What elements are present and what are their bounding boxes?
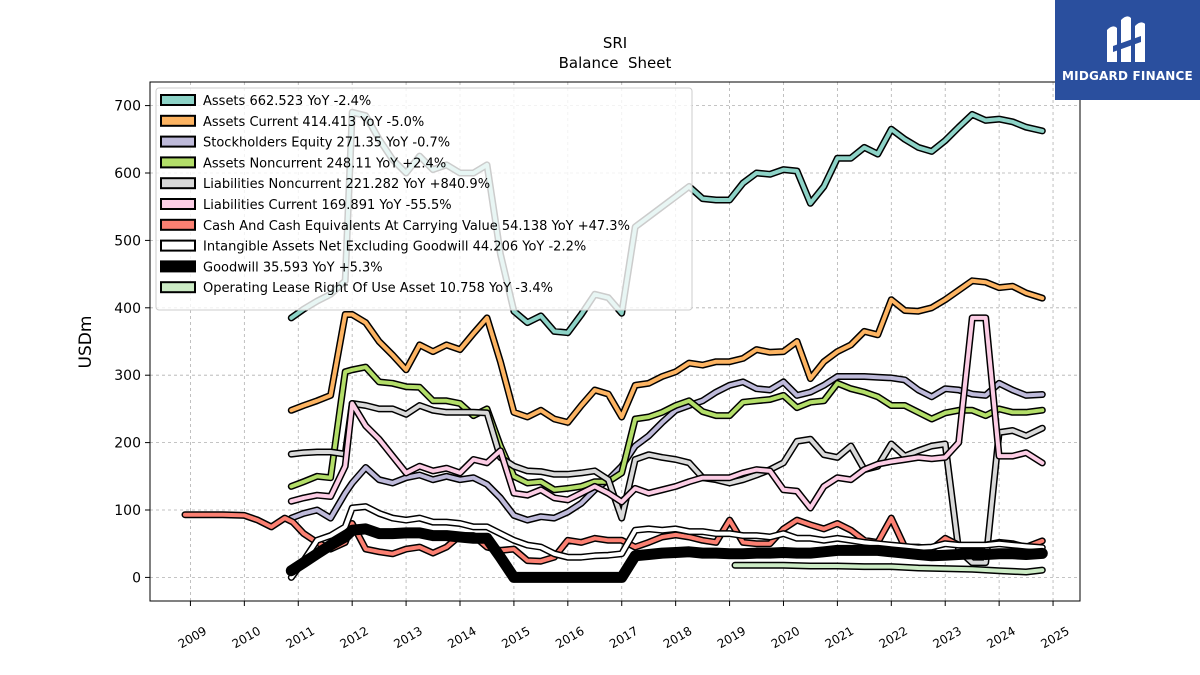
legend-item: Goodwill 35.593 YoY +5.3% bbox=[160, 260, 383, 275]
y-tick-label: 600 bbox=[114, 166, 141, 182]
legend-label: Liabilities Current 169.891 YoY -55.5% bbox=[203, 198, 452, 213]
y-tick-label: 0 bbox=[132, 570, 141, 586]
series-line bbox=[733, 563, 1045, 574]
x-tick-label: 2012 bbox=[337, 624, 370, 651]
legend-label: Assets 662.523 YoY -2.4% bbox=[203, 94, 371, 109]
x-tick-label: 2022 bbox=[877, 624, 910, 651]
series-operating-lease-right-of-use-asset bbox=[731, 561, 1046, 576]
x-tick-label: 2014 bbox=[445, 624, 478, 651]
legend-item: Intangible Assets Net Excluding Goodwill… bbox=[160, 239, 586, 255]
y-axis-ticks: 0 100 200 300 400 500 600 700 bbox=[114, 99, 150, 586]
legend-item: Stockholders Equity 271.35 YoY -0.7% bbox=[160, 135, 450, 151]
x-tick-label: 2010 bbox=[230, 624, 263, 651]
y-tick-label: 300 bbox=[114, 368, 141, 384]
x-tick-label: 2016 bbox=[553, 624, 586, 651]
legend-swatch bbox=[160, 198, 196, 210]
series-goodwill bbox=[285, 523, 1048, 583]
legend-swatch bbox=[160, 281, 196, 294]
y-tick-label: 100 bbox=[114, 503, 141, 519]
x-tick-label: 2023 bbox=[930, 624, 963, 651]
chart-title: SRI bbox=[603, 34, 627, 52]
y-tick-label: 500 bbox=[114, 233, 141, 249]
legend-swatch bbox=[160, 156, 196, 169]
x-tick-label: 2015 bbox=[499, 624, 532, 651]
chart-subtitle: Balance Sheet bbox=[559, 54, 672, 72]
series-line bbox=[289, 315, 1045, 510]
legend-item: Assets 662.523 YoY -2.4% bbox=[160, 94, 371, 109]
series-line bbox=[289, 374, 1045, 523]
series-assets-noncurrent bbox=[287, 363, 1046, 494]
legend-label: Assets Current 414.413 YoY -5.0% bbox=[203, 115, 424, 130]
logo-text: MIDGARD FINANCE bbox=[1062, 69, 1193, 83]
legend-swatch bbox=[160, 135, 196, 148]
x-axis-ticks: 2009 2010 2011 2012 2013 2014 2015 2016 2017 2018… bbox=[176, 601, 1072, 651]
legend-swatch bbox=[160, 114, 196, 127]
legend-label: Goodwill 35.593 YoY +5.3% bbox=[203, 260, 383, 275]
legend-swatch bbox=[160, 239, 196, 252]
series-liabilities-current bbox=[287, 314, 1046, 512]
legend-item: Liabilities Current 169.891 YoY -55.5% bbox=[160, 198, 452, 213]
legend: Assets 662.523 YoY -2.4% Assets Current 4… bbox=[155, 87, 693, 311]
x-tick-label: 2025 bbox=[1038, 624, 1071, 651]
series-stockholders-equity bbox=[287, 373, 1046, 524]
x-tick-label: 2009 bbox=[176, 624, 209, 651]
x-tick-label: 2019 bbox=[715, 624, 748, 651]
series-intangible-assets-net-excluding-goodwill bbox=[287, 503, 1046, 581]
legend-label: Operating Lease Right Of Use Asset 10.75… bbox=[203, 281, 553, 296]
y-tick-label: 200 bbox=[114, 436, 141, 452]
logo-mark-icon bbox=[1107, 16, 1145, 62]
series-line bbox=[289, 365, 1045, 492]
legend-item: Operating Lease Right Of Use Asset 10.75… bbox=[160, 281, 553, 296]
series-line bbox=[289, 278, 1045, 425]
series-assets-current bbox=[287, 277, 1046, 426]
legend-item: Assets Current 414.413 YoY -5.0% bbox=[160, 114, 424, 130]
series-liabilities-noncurrent bbox=[287, 400, 1046, 567]
x-tick-label: 2013 bbox=[391, 624, 424, 651]
plot-frame bbox=[149, 81, 1081, 602]
x-tick-label: 2021 bbox=[823, 624, 856, 651]
legend-item: Cash And Cash Equivalents At Carrying Va… bbox=[160, 218, 630, 234]
x-tick-label: 2024 bbox=[984, 624, 1017, 651]
y-axis-label: USDm bbox=[76, 316, 96, 369]
series-line bbox=[289, 401, 1045, 565]
legend-swatch bbox=[160, 177, 196, 190]
legend-swatch bbox=[160, 94, 196, 106]
legend-item: Liabilities Noncurrent 221.282 YoY +840.… bbox=[160, 177, 490, 192]
legend-swatch bbox=[160, 260, 196, 273]
x-tick-label: 2011 bbox=[284, 624, 317, 651]
legend-item: Assets Noncurrent 248.11 YoY +2.4% bbox=[160, 156, 446, 171]
legend-label: Assets Noncurrent 248.11 YoY +2.4% bbox=[203, 156, 446, 171]
y-tick-label: 400 bbox=[114, 301, 141, 317]
legend-label: Cash And Cash Equivalents At Carrying Va… bbox=[203, 219, 630, 234]
series-line bbox=[287, 524, 1047, 582]
legend-swatch bbox=[160, 218, 196, 231]
legend-box bbox=[155, 87, 693, 311]
legend-label: Intangible Assets Net Excluding Goodwill… bbox=[203, 240, 586, 255]
midgard-finance-logo: MIDGARD FINANCE bbox=[1055, 0, 1200, 100]
legend-label: Liabilities Noncurrent 221.282 YoY +840.… bbox=[203, 177, 490, 192]
y-tick-label: 700 bbox=[114, 99, 141, 115]
legend-label: Stockholders Equity 271.35 YoY -0.7% bbox=[203, 136, 450, 151]
x-tick-label: 2018 bbox=[661, 624, 694, 651]
x-tick-label: 2020 bbox=[769, 624, 802, 651]
series-line bbox=[289, 504, 1045, 580]
x-tick-label: 2017 bbox=[607, 624, 640, 651]
